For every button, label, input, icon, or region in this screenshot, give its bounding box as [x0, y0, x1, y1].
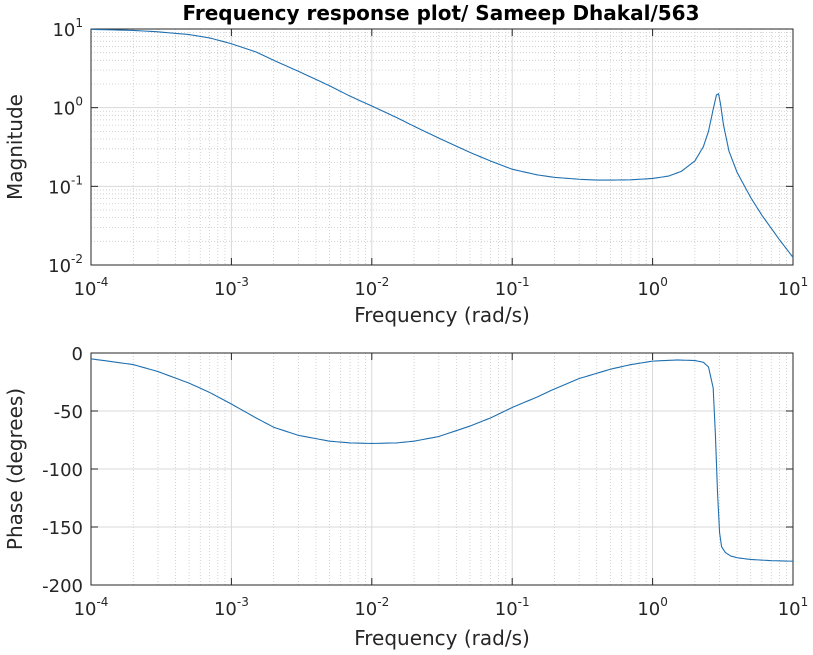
phase-plot: 10-4 10-3 10-2 10-1 100 101 0 -50 -100 -150 -200 F… — [3, 344, 808, 650]
magnitude-x-axis-label: Frequency (rad/s) — [354, 303, 530, 327]
magnitude-axes-box — [90, 28, 794, 266]
x-tick-label: 101 — [778, 595, 809, 620]
phase-grid — [90, 352, 794, 586]
phase-axes-box — [90, 352, 794, 586]
x-tick-label: 10-1 — [495, 595, 530, 620]
y-tick-label: 10-2 — [48, 252, 83, 277]
x-tick-label: 10-1 — [495, 275, 530, 300]
x-tick-label: 10-2 — [354, 275, 389, 300]
phase-tick-labels: 10-4 10-3 10-2 10-1 100 101 0 -50 -100 -150 -200 — [42, 344, 808, 620]
y-tick-label: 101 — [52, 16, 83, 41]
x-tick-label: 100 — [637, 595, 668, 620]
y-tick-label: -200 — [42, 576, 83, 597]
magnitude-y-axis-label: Magnitude — [3, 94, 27, 200]
y-tick-label: -150 — [42, 518, 83, 539]
y-tick-label: 0 — [72, 344, 83, 365]
x-tick-label: 10-4 — [74, 275, 109, 300]
y-tick-label: 100 — [52, 95, 83, 120]
y-tick-label: -50 — [54, 402, 83, 423]
phase-curve — [90, 358, 794, 562]
magnitude-grid — [90, 28, 794, 266]
x-tick-label: 100 — [637, 275, 668, 300]
x-tick-label: 101 — [778, 275, 809, 300]
phase-y-axis-label: Phase (degrees) — [3, 388, 27, 550]
x-tick-label: 10-3 — [214, 595, 249, 620]
y-tick-label: -100 — [42, 460, 83, 481]
phase-x-axis-label: Frequency (rad/s) — [354, 626, 530, 650]
x-tick-label: 10-4 — [74, 595, 109, 620]
y-tick-label: 10-1 — [48, 173, 83, 198]
x-tick-label: 10-3 — [214, 275, 249, 300]
magnitude-tick-labels: 10-4 10-3 10-2 10-1 100 101 10-2 10-1 100 101 — [48, 16, 808, 300]
magnitude-curve — [90, 28, 794, 258]
x-tick-label: 10-2 — [354, 595, 389, 620]
magnitude-plot: 10-4 10-3 10-2 10-1 100 101 10-2 10-1 100 101 Fre… — [3, 16, 808, 327]
chart-title: Frequency response plot/ Sameep Dhakal/5… — [182, 1, 699, 25]
